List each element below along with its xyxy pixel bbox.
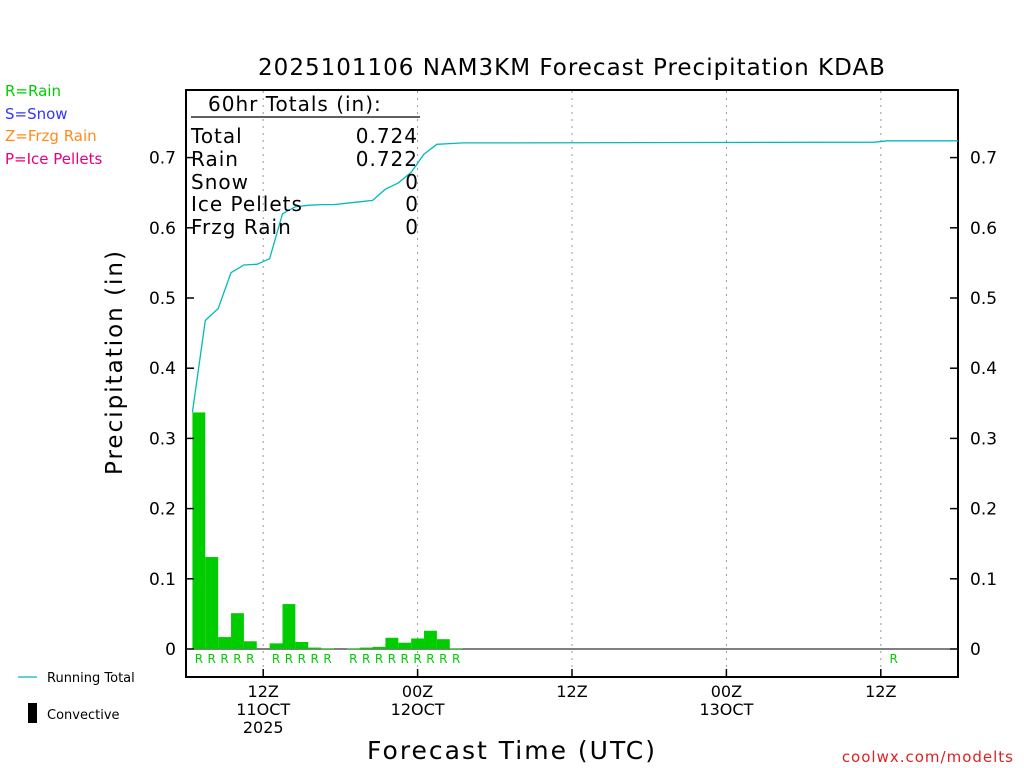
x-tick-label-1-2: 12OCT [391, 700, 445, 719]
rain-bar-4 [243, 641, 257, 649]
type-marker-11: R [362, 652, 370, 666]
rain-bar-0 [192, 412, 206, 649]
totals-value-snow: 0 [405, 170, 418, 194]
chart-title: 2025101106 NAM3KM Forecast Precipitation… [258, 55, 886, 81]
rain-bar-11 [359, 647, 373, 649]
legend-rain: R=Rain [5, 82, 61, 100]
y-tick-label-right-0: 0 [970, 640, 981, 660]
type-marker-1: R [208, 652, 216, 666]
y-tick-label-left-7: 0.7 [149, 149, 176, 169]
type-marker-4: R [246, 652, 254, 666]
y-tick-label-right-1: 0.1 [970, 570, 997, 590]
type-marker-16: R [426, 652, 434, 666]
y-tick-label-left-2: 0.2 [149, 500, 176, 520]
x-tick-label-2-1: 12Z [556, 682, 587, 701]
legend-ice-pellets: P=Ice Pellets [5, 150, 102, 168]
rain-bar-15 [411, 638, 425, 649]
y-tick-label-right-2: 0.2 [970, 500, 997, 520]
rain-bar-3 [231, 613, 244, 649]
type-marker-17: R [439, 652, 447, 666]
vertical-gridlines [262, 91, 882, 676]
rain-bar-8 [308, 647, 322, 649]
totals-box: 60hr Totals (in): Total 0.724 Rain 0.722… [190, 92, 420, 239]
convective-legend-label: Convective [47, 708, 120, 723]
type-marker-14: R [401, 652, 409, 666]
y-tick-label-right-4: 0.4 [970, 359, 997, 379]
rain-bar-1 [205, 557, 219, 649]
rain-bar-14 [398, 642, 412, 649]
rain-bar-6 [282, 604, 296, 649]
y-axis-label: Precipitation (in) [102, 249, 128, 475]
rain-bar-10 [346, 648, 360, 650]
precip-type-legend: R=Rain S=Snow Z=Frzg Rain P=Ice Pellets [5, 82, 102, 168]
x-tick-label-4-1: 12Z [865, 682, 896, 701]
type-marker-2: R [220, 652, 228, 666]
totals-label-snow: Snow [191, 170, 249, 194]
running-total-legend-label: Running Total [47, 671, 135, 686]
x-tick-label-0-1: 12Z [248, 682, 279, 701]
rain-bar-7 [295, 641, 309, 649]
x-tick-label-0-2: 11OCT [236, 700, 290, 719]
rain-bar-18 [449, 648, 463, 650]
totals-label-rain: Rain [191, 147, 239, 171]
rain-bar-16 [424, 630, 437, 649]
type-marker-13: R [388, 652, 396, 666]
type-marker-10: R [349, 652, 357, 666]
source-watermark: coolwx.com/modelts [842, 748, 1014, 766]
y-tick-label-left-0: 0 [165, 640, 176, 660]
x-tick-label-3-1: 00Z [711, 682, 742, 701]
x-tick-label-1-1: 00Z [402, 682, 433, 701]
rain-bar-13 [385, 637, 399, 649]
y-tick-label-left-1: 0.1 [149, 570, 176, 590]
convective-legend-swatch [28, 703, 37, 723]
totals-value-total: 0.724 [356, 124, 418, 148]
totals-label-ice-pellets: Ice Pellets [191, 192, 303, 216]
type-marker-8: R [310, 652, 318, 666]
totals-label-frzg-rain: Frzg Rain [191, 215, 292, 239]
y-axis-ticks: 0 00.1 0.10.2 0.20.3 0.30.4 0.40.5 0.50.6 0.60.… [149, 149, 997, 660]
rain-bar-9 [321, 648, 334, 650]
x-tick-label-0-3: 2025 [243, 718, 284, 737]
type-marker-7: R [298, 652, 306, 666]
legend-snow: S=Snow [5, 105, 68, 123]
rain-bar-12 [372, 646, 386, 649]
type-marker-12: R [375, 652, 383, 666]
totals-label-total: Total [190, 124, 243, 148]
legend-freezing-rain: Z=Frzg Rain [5, 127, 97, 145]
type-marker-18: R [452, 652, 460, 666]
type-marker-3: R [233, 652, 241, 666]
type-marker-5: R [272, 652, 280, 666]
type-marker-9: R [323, 652, 331, 666]
y-tick-label-left-4: 0.4 [149, 359, 176, 379]
rain-bar-17 [436, 639, 450, 649]
y-tick-label-right-3: 0.3 [970, 429, 997, 449]
totals-value-rain: 0.722 [356, 147, 418, 171]
y-tick-label-right-5: 0.5 [970, 289, 997, 309]
type-marker-6: R [285, 652, 293, 666]
y-tick-label-left-5: 0.5 [149, 289, 176, 309]
totals-value-frzg-rain: 0 [405, 215, 418, 239]
series-legend: Running Total Convective [18, 671, 135, 723]
x-tick-label-3-2: 13OCT [699, 700, 753, 719]
y-tick-label-left-3: 0.3 [149, 429, 176, 449]
type-marker-0: R [195, 652, 203, 666]
rain-bars [192, 412, 463, 650]
type-marker-15: R [413, 652, 421, 666]
type-marker-19: R [889, 652, 897, 666]
rain-bar-5 [269, 643, 283, 649]
totals-value-ice-pellets: 0 [405, 192, 418, 216]
y-tick-label-left-6: 0.6 [149, 219, 176, 239]
totals-header: 60hr Totals (in): [208, 92, 382, 116]
x-axis-label: Forecast Time (UTC) [367, 736, 657, 765]
y-tick-label-right-6: 0.6 [970, 219, 997, 239]
running-total-line [191, 140, 958, 413]
y-tick-label-right-7: 0.7 [970, 149, 997, 169]
rain-bar-2 [218, 637, 232, 649]
